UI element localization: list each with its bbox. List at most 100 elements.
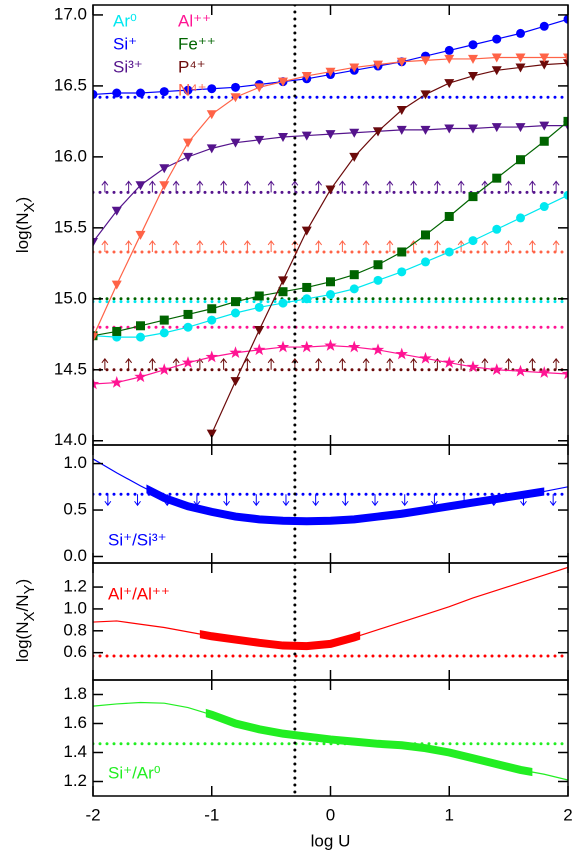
marker xyxy=(514,364,527,377)
y-tick-label: 17.0 xyxy=(54,4,87,23)
x-tick-label: -1 xyxy=(204,805,219,824)
marker xyxy=(468,124,478,134)
marker xyxy=(466,360,480,373)
marker xyxy=(420,56,431,66)
limit-arrow xyxy=(193,494,201,507)
y-tick-label: 1.0 xyxy=(63,453,87,472)
plot-area xyxy=(93,680,568,796)
x-tick-label: 1 xyxy=(445,805,454,824)
y-tick-label: 1.6 xyxy=(63,713,87,732)
limit-arrow xyxy=(267,357,275,370)
limit-arrow xyxy=(101,357,109,370)
marker xyxy=(93,89,98,99)
y-tick-label: 0.5 xyxy=(63,500,87,519)
marker xyxy=(491,53,502,63)
limit-arrow xyxy=(148,180,156,193)
marker xyxy=(492,224,502,234)
marker xyxy=(136,332,145,342)
limit-arrow xyxy=(549,494,557,507)
y-axis-label: log(NX) xyxy=(13,197,37,253)
marker xyxy=(515,63,526,73)
limit-arrow xyxy=(338,180,346,193)
series-line-highlight xyxy=(199,630,361,651)
marker xyxy=(421,230,430,240)
marker xyxy=(561,367,568,380)
marker xyxy=(324,339,337,351)
legend-entry: Si³⁺ xyxy=(113,57,143,76)
marker xyxy=(229,346,242,359)
marker xyxy=(539,21,549,31)
marker xyxy=(254,135,265,145)
limit-arrow xyxy=(386,240,394,252)
limit-arrow xyxy=(172,180,180,193)
marker xyxy=(539,60,550,70)
limit-arrow xyxy=(125,180,133,193)
y-tick-label: 14.0 xyxy=(54,430,87,449)
marker xyxy=(181,356,195,368)
limit-arrow xyxy=(528,357,536,370)
marker xyxy=(349,152,360,162)
marker xyxy=(444,211,454,221)
plot-area xyxy=(93,445,568,563)
limit-arrow xyxy=(101,180,109,193)
y-tick-label: 0.0 xyxy=(63,546,87,565)
x-axis-label: log U xyxy=(311,831,351,850)
limit-arrow xyxy=(220,240,228,252)
marker xyxy=(325,67,336,77)
marker xyxy=(112,326,122,336)
marker xyxy=(563,53,568,63)
series-line-highlight xyxy=(146,484,545,526)
legend-entry: P⁴⁺ xyxy=(178,57,206,76)
marker xyxy=(231,82,240,92)
marker xyxy=(276,340,290,353)
marker xyxy=(301,71,312,81)
legend-entry: Ar⁰ xyxy=(113,11,137,30)
marker xyxy=(278,287,288,297)
limit-arrow xyxy=(362,240,370,252)
y-axis-label-part: X xyxy=(21,203,38,213)
marker xyxy=(349,128,360,138)
marker xyxy=(159,328,169,338)
y-axis-label-part: ) xyxy=(13,197,32,203)
marker xyxy=(468,192,478,202)
limit-arrow xyxy=(315,357,323,370)
x-tick-label: -2 xyxy=(85,805,100,824)
series-label: Si⁺/Ar⁰ xyxy=(108,763,161,782)
marker xyxy=(563,116,568,126)
marker xyxy=(183,322,193,332)
limit-arrow xyxy=(505,357,513,370)
marker xyxy=(516,155,525,165)
marker xyxy=(230,138,241,148)
marker xyxy=(135,181,146,191)
marker xyxy=(468,54,478,64)
limit-arrow xyxy=(552,357,560,370)
marker xyxy=(207,315,217,325)
limit-arrow xyxy=(172,240,180,252)
marker xyxy=(159,315,169,325)
marker xyxy=(111,206,122,216)
marker xyxy=(492,173,502,183)
y-axis-label: log(NX/NY) xyxy=(13,579,37,662)
limit-arrow xyxy=(341,494,349,507)
marker xyxy=(183,152,193,162)
x-tick-label: 2 xyxy=(563,805,572,824)
limit-arrow xyxy=(243,180,251,193)
panel-frame xyxy=(92,562,569,681)
marker xyxy=(159,181,170,191)
marker xyxy=(491,66,502,76)
marker xyxy=(205,350,218,363)
marker xyxy=(326,277,335,287)
marker xyxy=(231,297,240,307)
panel-frame xyxy=(92,679,569,797)
limit-arrow xyxy=(282,494,290,507)
marker xyxy=(396,106,407,116)
marker xyxy=(93,377,100,390)
marker xyxy=(373,275,383,285)
limit-arrow xyxy=(101,240,109,252)
limit-arrow xyxy=(552,240,560,252)
marker xyxy=(468,236,478,246)
limit-arrow xyxy=(338,240,346,252)
marker xyxy=(349,63,360,73)
marker xyxy=(253,343,266,356)
marker xyxy=(491,123,502,133)
